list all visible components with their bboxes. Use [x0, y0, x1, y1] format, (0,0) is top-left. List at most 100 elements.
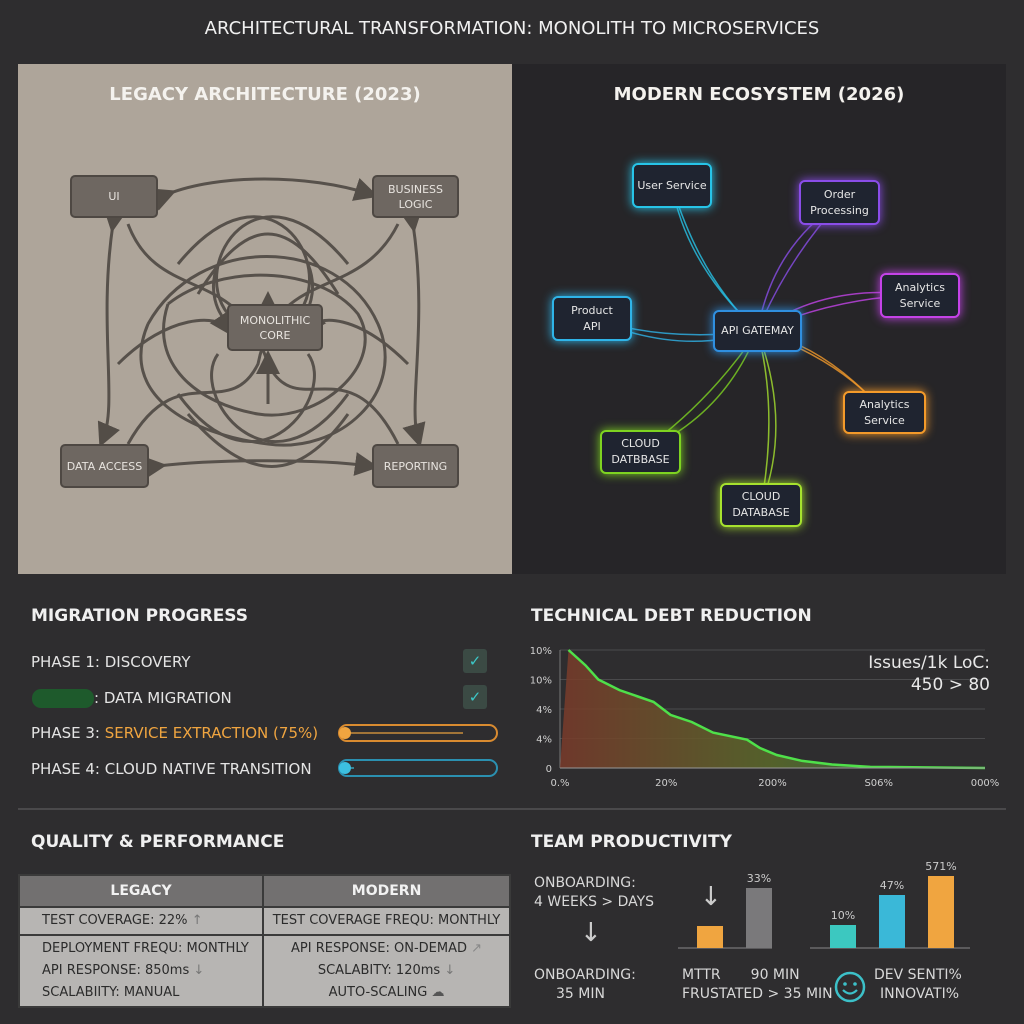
phase-3-prefix: PHASE 3:: [31, 724, 105, 742]
mttr-bar: [697, 926, 723, 948]
phase-3-name: SERVICE EXTRACTION (75%): [104, 724, 319, 742]
mttr-bar-label: 33%: [747, 872, 771, 885]
cloud-database-node: CLOUD DATBBASE: [600, 430, 681, 474]
progress-knob: [339, 762, 351, 774]
analytics-service-node: Analytics Service: [880, 273, 960, 318]
rocket-icon: ↗: [471, 941, 483, 956]
sentiment-bar-label: 47%: [880, 879, 904, 892]
x-tick-label: 20%: [655, 778, 677, 789]
onboarding-value: 4 WEEKS > DAYS: [534, 894, 655, 910]
connection-db2: [756, 330, 770, 506]
legacy-header: LEGACY: [17, 874, 265, 908]
progress-fill: [346, 732, 463, 734]
api-gateway-node: API GATEMAY: [713, 310, 802, 352]
legacy-panel: LEGACY ARCHITECTURE (2023) UI BUSINESS L…: [18, 64, 512, 574]
cloud-icon: ☁: [431, 985, 445, 1000]
mttr-bar: [746, 888, 772, 948]
section-divider: [18, 808, 1006, 810]
team-title: TEAM PRODUCTIVITY: [531, 832, 732, 852]
y-tick-label: 4%: [536, 735, 552, 746]
arrow-down-icon: ↓: [444, 963, 456, 978]
phase-2-label: : DATA MIGRATION: [94, 689, 232, 707]
quality-title: QUALITY & PERFORMANCE: [31, 832, 285, 852]
sentiment-bar-label: 10%: [831, 909, 855, 922]
phase-4-progress-bar: [338, 759, 498, 777]
api-response-modern: API RESPONSE: ON-DEMAD: [291, 941, 467, 956]
mttr-labels: MTTR 90 MIN FRUSTATED > 35 MIN: [682, 966, 833, 1004]
arrow-down-icon: ↓: [700, 882, 722, 912]
check-icon: ✓: [463, 685, 487, 709]
tech-debt-title: TECHNICAL DEBT REDUCTION: [531, 606, 812, 626]
check-icon: ✓: [463, 649, 487, 673]
debt-line: [567, 649, 986, 770]
progress-knob: [339, 727, 351, 739]
legacy-cell: TEST COVERAGE: 22% ↑: [17, 906, 265, 936]
onboarding-before: ONBOARDING: 4 WEEKS > DAYS: [534, 874, 654, 912]
modern-title: MODERN ECOSYSTEM (2026): [613, 84, 905, 105]
debt-area: [560, 650, 985, 768]
connection-db2: [756, 330, 777, 506]
chart-annotation: Issues/1k LoC: 450 > 80: [800, 652, 990, 696]
progress-fill: [346, 767, 354, 769]
frustrated-label: FRUSTATED > 35 MIN: [682, 986, 833, 1002]
y-tick-label: 10%: [530, 676, 552, 687]
onboarding-after: ONBOARDING: 35 MIN: [534, 966, 636, 1004]
modern-panel: MODERN ECOSYSTEM (2026) User Service Ord…: [512, 64, 1006, 574]
modern-header: MODERN: [262, 874, 511, 908]
onboarding-value: 35 MIN: [556, 986, 605, 1002]
mttr-value: 90 MIN: [750, 967, 800, 983]
sentiment-labels: DEV SENTI% INNOVATI%: [874, 966, 962, 1004]
legacy-title: LEGACY ARCHITECTURE (2023): [109, 84, 421, 105]
arrow-down-icon: ↓: [193, 963, 205, 978]
modern-cell: API RESPONSE: ON-DEMAD ↗ SCALABITY: 120m…: [262, 934, 511, 1008]
monolithic-core-box: MONOLITHIC CORE: [227, 304, 323, 351]
cloud-database-node-2: CLOUD DATABASE: [720, 483, 802, 527]
x-tick-label: 200%: [758, 778, 787, 789]
productivity-bars: 33% 10% 47% 571%: [678, 860, 970, 949]
y-tick-label: 4%: [536, 705, 552, 716]
scalability-legacy: SCALABIITY: MANUAL: [42, 985, 180, 1000]
analytics-service-node-2: Analytics Service: [843, 391, 926, 434]
tech-debt-chart: 0 4% 4% 10% 10% 0.% 20% 200% S06% 000%: [530, 646, 1000, 789]
smiley-icon: [834, 971, 866, 1003]
y-tick-label: 10%: [530, 646, 552, 657]
annotation-line-1: Issues/1k LoC:: [868, 653, 990, 673]
sentiment-bar: [928, 876, 954, 948]
y-tick-label: 0: [546, 764, 552, 775]
x-tick-label: 000%: [971, 778, 1000, 789]
sentiment-bar: [879, 895, 905, 948]
migration-title: MIGRATION PROGRESS: [31, 606, 249, 626]
dev-sentiment-label: DEV SENTI%: [874, 967, 962, 983]
page-title: ARCHITECTURAL TRANSFORMATION: MONOLITH T…: [204, 18, 820, 39]
phase-3-progress-bar: [338, 724, 498, 742]
deployment-frequency-legacy: DEPLOYMENT FREQU: MONTHLY: [42, 941, 249, 956]
arrow-up-icon: ↑: [191, 913, 203, 928]
auto-scaling-modern: AUTO-SCALING: [328, 985, 428, 1000]
onboarding-label: ONBOARDING:: [534, 967, 636, 983]
legacy-cell: DEPLOYMENT FREQU: MONTHLY API RESPONSE: …: [17, 934, 265, 1008]
ui-box: UI: [70, 175, 158, 218]
order-processing-node: Order Processing: [799, 180, 880, 225]
onboarding-label: ONBOARDING:: [534, 875, 636, 891]
x-tick-label: S06%: [864, 778, 893, 789]
quality-table: LEGACY MODERN TEST COVERAGE: 22% ↑ TEST CO…: [17, 874, 511, 1008]
phase-3-label: PHASE 3: SERVICE EXTRACTION (75%): [31, 724, 318, 742]
scalability-modern: SCALABITY: 120ms: [317, 963, 441, 978]
x-tick-label: 0.%: [550, 778, 569, 789]
api-response-legacy: API RESPONSE: 850ms: [42, 963, 190, 978]
product-api-node: Product API: [552, 296, 632, 341]
modern-cell: TEST COVERAGE FREQU: MONTHLY: [262, 906, 511, 936]
mttr-label: MTTR: [682, 967, 721, 983]
phase-4-label: PHASE 4: CLOUD NATIVE TRANSITION: [31, 760, 312, 778]
sentiment-bar: [830, 925, 856, 948]
test-coverage-legacy: TEST COVERAGE: 22%: [42, 913, 188, 928]
user-service-node: User Service: [632, 163, 712, 208]
business-logic-box: BUSINESS LOGIC: [372, 175, 459, 218]
sentiment-bar-label: 571%: [925, 860, 956, 873]
data-access-box: DATA ACCESS: [60, 444, 149, 488]
tangled-connections: [97, 177, 426, 480]
phase-1-label: PHASE 1: DISCOVERY: [31, 653, 191, 671]
annotation-line-2: 450 > 80: [910, 675, 990, 695]
arrow-down-icon: ↓: [580, 918, 602, 948]
redacted-phase-2-label: [32, 689, 94, 708]
